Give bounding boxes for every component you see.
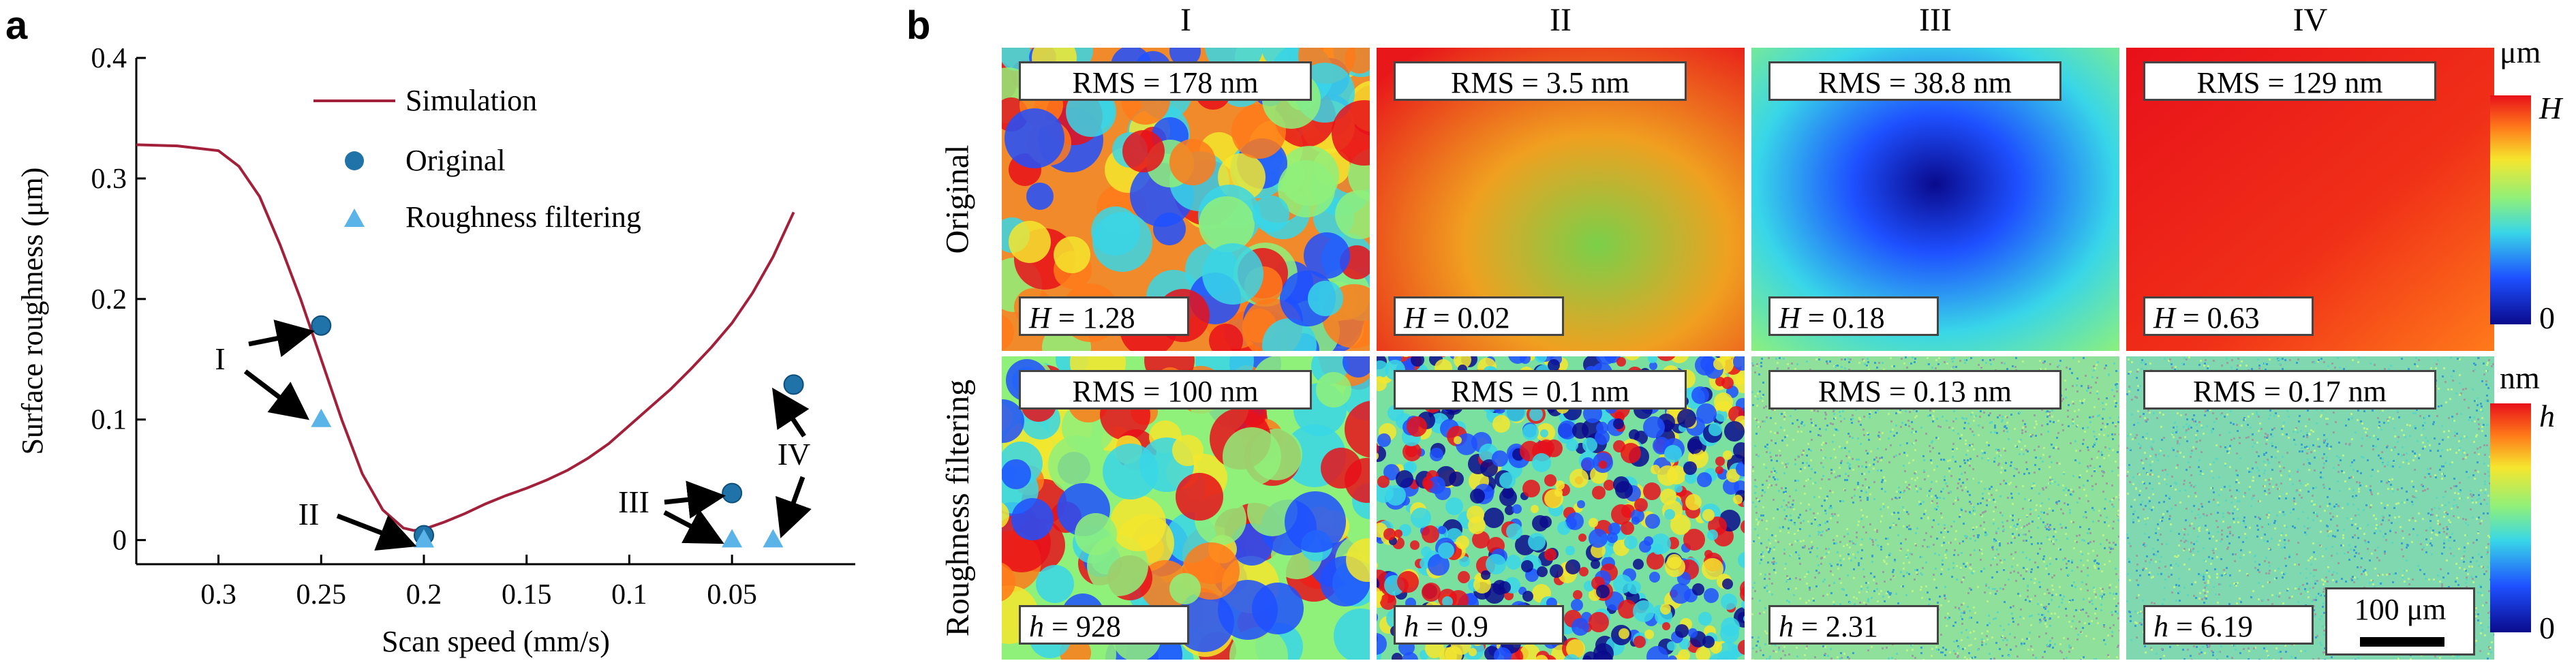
x-tick-label-2: 0.2 xyxy=(406,579,442,611)
height-range-label: H = 0.02 xyxy=(1394,296,1564,336)
rms-label: RMS = 3.5 nm xyxy=(1394,61,1687,101)
annotation-iii: III xyxy=(618,484,649,519)
height-range-label: h = 6.19 xyxy=(2143,605,2314,645)
annotation-i: I xyxy=(215,341,225,376)
annotation-ii: II xyxy=(298,497,320,531)
colorbar-unit-filtering: nm xyxy=(2500,360,2540,395)
height-range-label: H = 0.63 xyxy=(2143,296,2314,336)
height-range-variable: H xyxy=(2153,301,2175,335)
colorbar-max-label-filtering: h xyxy=(2539,399,2555,433)
height-range-variable: h xyxy=(2153,610,2168,643)
height-range-variable: h xyxy=(1779,610,1794,643)
arrow-i-filtered xyxy=(243,369,310,420)
arrow-iv-filtered xyxy=(776,476,812,539)
x-tick-label-3: 0.15 xyxy=(502,579,552,611)
height-range-label: h = 0.9 xyxy=(1394,605,1564,645)
colorbar-unit-original: μm xyxy=(2500,35,2541,70)
filtered-point-2 xyxy=(722,529,743,548)
row-header-original: Original xyxy=(939,144,976,253)
colorbar-filtering xyxy=(2490,403,2531,632)
y-tick-label-4: 0.4 xyxy=(91,43,127,74)
annotation-iv: IV xyxy=(778,437,811,472)
simulation-line xyxy=(136,143,795,532)
rms-label: RMS = 0.17 nm xyxy=(2143,370,2436,410)
column-header-i: I xyxy=(1180,2,1191,38)
y-tick-label-0: 0 xyxy=(112,525,127,557)
arrow-iv-original xyxy=(771,387,810,437)
x-tick-label-0: 0.3 xyxy=(200,579,236,611)
height-range-value: = 0.18 xyxy=(1800,301,1885,335)
height-range-label: H = 0.18 xyxy=(1768,296,1939,336)
colorbar-min-label-filtering: 0 xyxy=(2539,611,2555,645)
arrow-iii-filtered xyxy=(663,509,724,544)
height-map-tile: RMS = 100 nm h = 928 xyxy=(1002,356,1370,660)
rms-label: RMS = 0.13 nm xyxy=(1768,370,2061,410)
height-range-variable: H xyxy=(1029,301,1051,335)
rms-label: RMS = 129 nm xyxy=(2143,61,2436,101)
filtered-point-1 xyxy=(414,529,434,548)
x-tick-label-5: 0.05 xyxy=(707,579,757,611)
x-tick-label-4: 0.1 xyxy=(611,579,647,611)
x-tick-label-1: 0.25 xyxy=(296,579,347,611)
legend-label-filtered: Roughness filtering xyxy=(405,200,641,234)
x-axis-label: Scan speed (mm/s) xyxy=(382,625,610,658)
height-range-variable: h xyxy=(1404,610,1419,643)
column-header-ii: II xyxy=(1550,2,1571,38)
colorbars xyxy=(2490,95,2531,632)
column-header-iii: III xyxy=(1919,2,1952,38)
rms-label: RMS = 178 nm xyxy=(1019,61,1312,101)
arrow-i-original xyxy=(248,320,315,358)
height-map-tile: RMS = 0.1 nm h = 0.9 xyxy=(1377,356,1745,660)
arrow-iii-original xyxy=(664,480,726,519)
height-range-label: H = 1.28 xyxy=(1019,296,1189,336)
height-range-value: = 1.28 xyxy=(1050,301,1135,335)
height-map-tile: RMS = 0.13 nm h = 2.31 xyxy=(1751,356,2119,660)
y-tick-label-1: 0.1 xyxy=(91,405,127,436)
rms-label: RMS = 38.8 nm xyxy=(1768,61,2061,101)
original-point-3 xyxy=(783,374,804,395)
height-range-value: = 0.9 xyxy=(1419,610,1488,643)
colorbar-min-label-original: 0 xyxy=(2539,300,2555,335)
height-range-label: h = 2.31 xyxy=(1768,605,1939,645)
rms-label: RMS = 0.1 nm xyxy=(1394,370,1687,410)
y-axis-label: Surface roughness (μm) xyxy=(16,168,49,455)
panel-a-letter: a xyxy=(5,3,28,48)
colorbar-max-label-original: H xyxy=(2539,91,2562,125)
height-range-value: = 6.19 xyxy=(2168,610,2253,643)
height-range-value: = 0.63 xyxy=(2175,301,2260,335)
legend-marker-filtered xyxy=(344,209,365,227)
original-point-2 xyxy=(722,482,743,504)
legend-marker-original xyxy=(345,151,364,170)
height-map-tile: RMS = 3.5 nm H = 0.02 xyxy=(1377,48,1745,351)
height-map-tile: RMS = 178 nm H = 1.28 xyxy=(1002,48,1370,351)
scale-bar-label: 100 μm xyxy=(2354,593,2447,626)
panel-b-letter: b xyxy=(906,3,931,48)
height-range-value: = 928 xyxy=(1044,610,1121,643)
roughness-chart: 0.3 0.25 0.2 0.15 0.1 0.05 0 0.1 0.2 0.3 0.4 Scan s… xyxy=(16,43,855,658)
height-map-tile: RMS = 38.8 nm H = 0.18 xyxy=(1751,48,2119,351)
height-range-variable: H xyxy=(1404,301,1426,335)
row-header-roughness-filtering: Roughness filtering xyxy=(939,379,976,636)
height-range-value: = 0.02 xyxy=(1425,301,1510,335)
rms-label: RMS = 100 nm xyxy=(1019,370,1312,410)
filtered-point-0 xyxy=(311,408,332,427)
height-range-value: = 2.31 xyxy=(1794,610,1878,643)
colorbar-original xyxy=(2490,95,2531,324)
original-point-0 xyxy=(311,315,332,336)
y-tick-label-3: 0.3 xyxy=(91,164,127,195)
scale-bar-box: 100 μm xyxy=(2325,587,2475,656)
column-header-iv: IV xyxy=(2293,2,2328,38)
arrow-ii xyxy=(336,513,417,551)
height-map-image xyxy=(1002,48,1370,351)
filtered-point-3 xyxy=(763,529,784,548)
height-range-variable: h xyxy=(1029,610,1044,643)
legend-label-simulation: Simulation xyxy=(405,84,537,117)
height-map-tile: RMS = 129 nm H = 0.63 xyxy=(2126,48,2494,351)
y-tick-label-2: 0.2 xyxy=(91,284,127,315)
height-range-variable: H xyxy=(1779,301,1800,335)
scale-bar xyxy=(2360,637,2444,647)
height-range-label: h = 928 xyxy=(1019,605,1189,645)
legend-label-original: Original xyxy=(405,144,506,177)
